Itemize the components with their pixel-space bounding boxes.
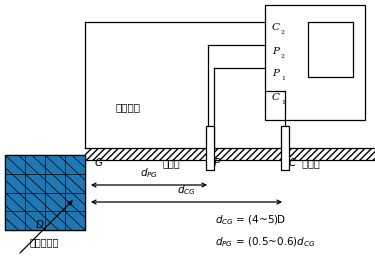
Bar xyxy=(265,5,365,120)
Bar xyxy=(281,126,289,170)
Text: C: C xyxy=(289,158,296,168)
Bar xyxy=(5,155,85,230)
Text: 1: 1 xyxy=(281,99,285,104)
Text: $d_{PG}$ = (0.5~0.6)$d_{CG}$: $d_{PG}$ = (0.5~0.6)$d_{CG}$ xyxy=(215,235,316,249)
Text: P: P xyxy=(272,69,279,78)
Text: $d_{PG}$: $d_{PG}$ xyxy=(140,166,158,180)
Text: 电流桩: 电流桩 xyxy=(299,158,320,168)
Text: P: P xyxy=(272,46,279,55)
Bar xyxy=(85,148,375,160)
Bar xyxy=(5,155,85,230)
Bar xyxy=(308,22,353,77)
Text: 2: 2 xyxy=(281,54,285,59)
Text: C: C xyxy=(272,24,280,33)
Text: 地网对角线: 地网对角线 xyxy=(30,237,59,247)
Text: $d_{CG}$: $d_{CG}$ xyxy=(177,183,196,197)
Text: D: D xyxy=(36,220,44,230)
Text: 2: 2 xyxy=(281,30,285,36)
Text: C: C xyxy=(272,92,280,101)
Bar xyxy=(206,126,214,170)
Text: P: P xyxy=(214,158,220,168)
Text: 电压桩: 电压桩 xyxy=(163,158,181,168)
Bar xyxy=(5,155,85,230)
Text: $d_{CG}$ = (4~5)D: $d_{CG}$ = (4~5)D xyxy=(215,213,286,227)
Text: G: G xyxy=(95,158,103,168)
Text: 接地装置: 接地装置 xyxy=(115,102,140,112)
Text: 1: 1 xyxy=(281,77,285,82)
